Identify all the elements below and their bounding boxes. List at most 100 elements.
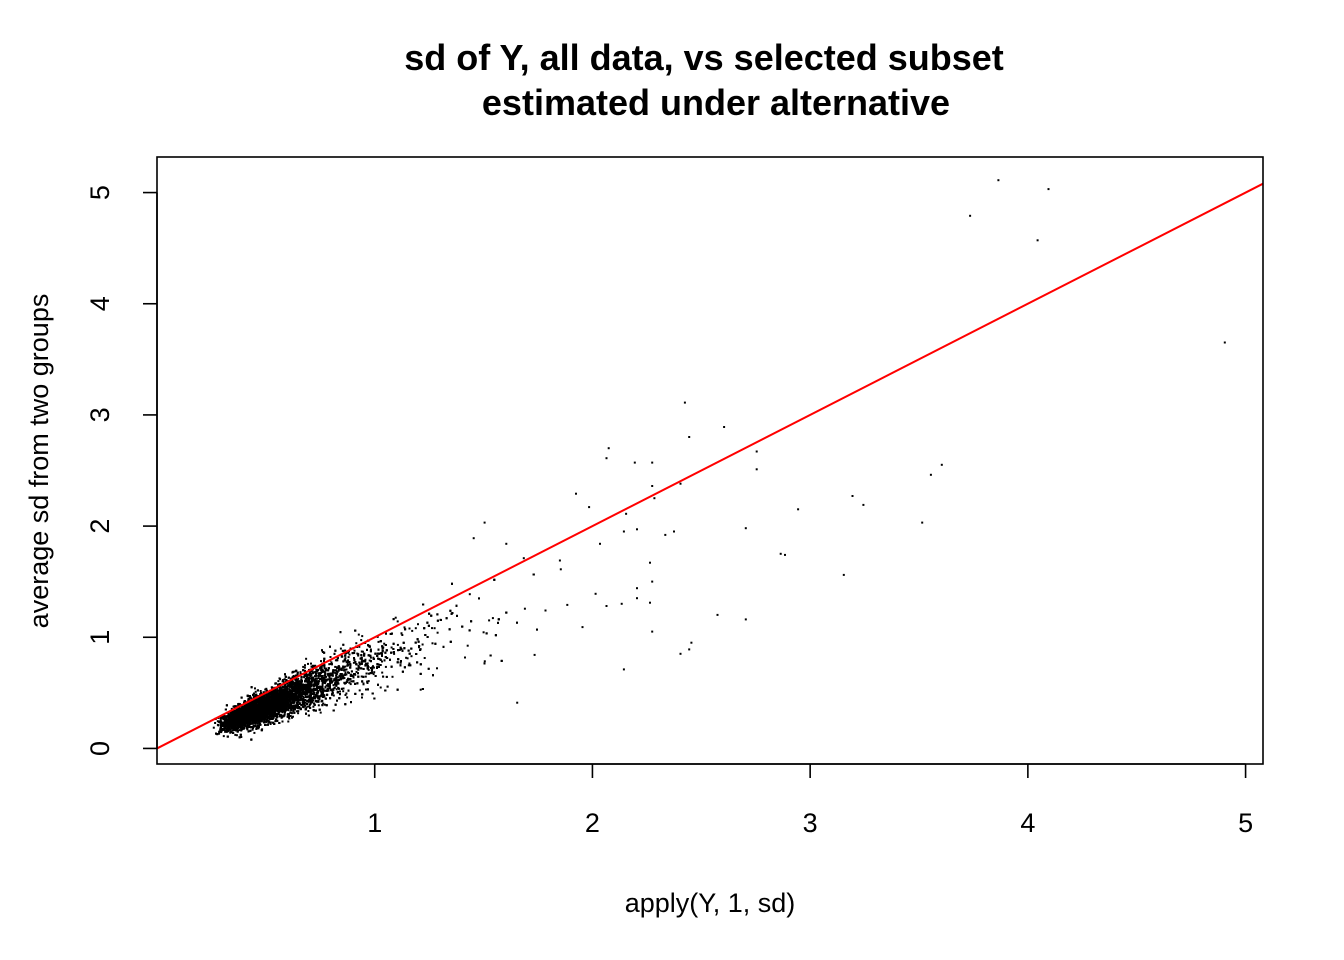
data-point — [372, 656, 375, 659]
data-point — [346, 662, 349, 665]
data-point — [423, 657, 426, 659]
data-point — [238, 729, 241, 732]
data-point — [307, 662, 309, 665]
data-point — [257, 727, 260, 730]
data-point — [312, 705, 315, 708]
data-point — [373, 671, 376, 674]
data-point — [417, 623, 419, 626]
data-point — [431, 642, 434, 645]
data-point — [403, 626, 406, 629]
data-point — [405, 656, 408, 659]
data-point — [321, 651, 324, 653]
data-point — [372, 673, 375, 676]
data-point — [346, 696, 349, 699]
data-point — [304, 699, 307, 701]
data-point — [368, 672, 370, 675]
data-point — [323, 664, 326, 667]
data-point — [360, 650, 363, 653]
data-point — [436, 631, 439, 634]
data-point — [271, 721, 274, 724]
data-point — [488, 619, 491, 622]
data-point — [361, 680, 364, 683]
data-point — [482, 631, 485, 634]
data-point — [253, 731, 256, 734]
data-point — [280, 716, 283, 719]
data-point — [466, 644, 469, 647]
data-point — [295, 710, 298, 713]
data-point — [335, 672, 338, 675]
data-point — [411, 629, 414, 632]
chart-subtitle: estimated under alternative — [482, 82, 950, 123]
data-point — [310, 672, 313, 675]
data-point — [310, 662, 312, 665]
data-point — [260, 692, 262, 694]
data-point — [321, 699, 324, 702]
data-point — [353, 657, 355, 659]
data-point — [314, 678, 317, 680]
data-point — [558, 559, 561, 562]
data-point — [274, 720, 277, 723]
data-point — [335, 688, 338, 691]
data-point — [369, 656, 372, 659]
data-point — [355, 670, 358, 673]
data-point — [292, 675, 295, 677]
data-point — [287, 701, 289, 704]
data-point — [239, 703, 242, 706]
data-point — [342, 687, 345, 690]
data-point — [491, 617, 494, 620]
data-point — [287, 720, 290, 723]
data-point — [364, 658, 367, 661]
data-point — [212, 726, 215, 729]
data-point — [391, 675, 394, 678]
data-point — [220, 731, 223, 734]
data-point — [358, 645, 361, 648]
data-point — [222, 735, 225, 738]
data-point — [254, 687, 256, 690]
data-point — [360, 639, 363, 642]
data-point — [344, 682, 347, 685]
data-point — [251, 728, 254, 731]
data-point — [291, 688, 294, 690]
data-point — [302, 665, 305, 668]
data-point — [410, 655, 413, 658]
data-point — [357, 654, 360, 657]
data-point — [361, 696, 363, 699]
data-point — [355, 642, 358, 645]
data-point — [367, 668, 370, 671]
data-point — [379, 686, 382, 689]
data-point — [321, 664, 324, 667]
data-point — [344, 694, 347, 696]
data-point — [237, 704, 240, 707]
data-point — [260, 716, 262, 719]
data-point — [304, 694, 307, 697]
data-point — [288, 713, 290, 716]
data-point — [381, 671, 384, 674]
data-point — [366, 682, 369, 684]
data-points — [212, 179, 1226, 741]
data-point — [306, 705, 309, 708]
data-point — [269, 721, 272, 724]
data-point — [269, 723, 272, 725]
data-point — [307, 710, 310, 712]
data-point — [274, 689, 277, 692]
data-point — [312, 676, 314, 679]
data-point — [216, 720, 219, 723]
data-point — [309, 689, 312, 692]
data-point — [360, 658, 363, 661]
data-point — [304, 669, 306, 672]
data-point — [376, 635, 379, 638]
data-point — [421, 643, 424, 646]
data-point — [357, 664, 360, 667]
data-point — [214, 722, 217, 724]
data-point — [334, 665, 337, 668]
data-point — [305, 706, 308, 709]
data-point — [353, 649, 356, 652]
data-point — [390, 646, 393, 649]
data-point — [393, 652, 396, 655]
data-point — [383, 642, 386, 645]
data-point — [317, 677, 320, 680]
data-point — [283, 713, 286, 716]
data-point — [349, 683, 352, 686]
data-point — [218, 732, 221, 735]
